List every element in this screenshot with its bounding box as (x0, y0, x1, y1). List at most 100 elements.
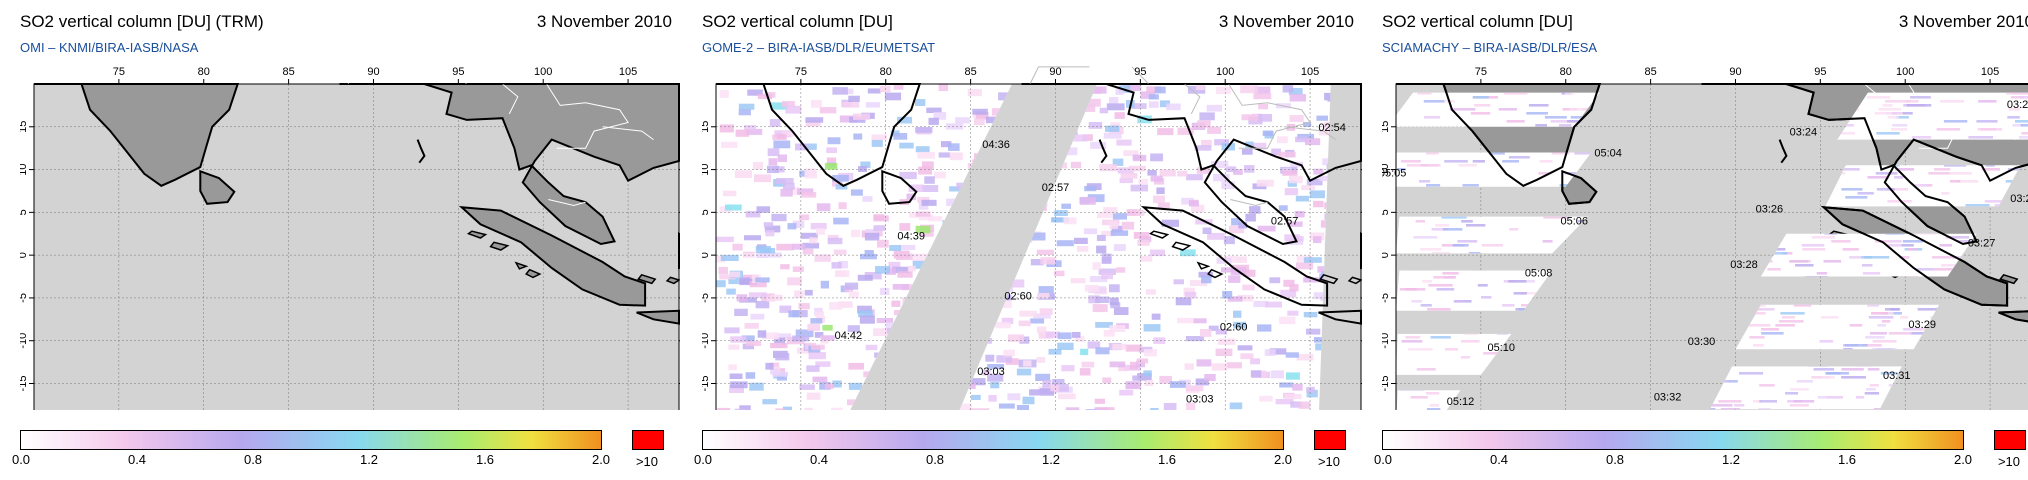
country-border (1811, 66, 1830, 85)
so2-pixel (838, 301, 853, 308)
so2-pixel (1470, 112, 1491, 115)
country-border (1284, 126, 1336, 141)
so2-pixel (1037, 292, 1050, 299)
so2-pixel (1118, 364, 1128, 372)
y-tick-label-left: 10 (702, 163, 711, 175)
so2-pixel (1136, 358, 1149, 364)
so2-pixel (1198, 271, 1213, 278)
colorbar-label: 0.0 (1373, 452, 1393, 467)
so2-pixel (1831, 240, 1851, 243)
so2-pixel (1753, 400, 1763, 403)
so2-pixel (1052, 379, 1065, 385)
so2-pixel (1115, 87, 1125, 95)
so2-pixel (799, 214, 810, 221)
country-border (548, 199, 586, 207)
so2-pixel (728, 364, 737, 371)
so2-pixel (1416, 368, 1436, 371)
so2-pixel (1256, 179, 1274, 187)
so2-pixel (842, 102, 860, 108)
panel-source: OMI – KNMI/BIRA-IASB/NASA (20, 40, 199, 55)
so2-pixel (792, 243, 806, 250)
coastline-sumatra (1820, 205, 2009, 307)
so2-pixel (893, 133, 908, 140)
so2-pixel (1857, 192, 1874, 195)
so2-pixel (1313, 200, 1324, 208)
so2-pixel (1866, 388, 1876, 391)
so2-pixel (774, 333, 792, 340)
so2-pixel (879, 85, 891, 93)
so2-pixel (889, 245, 901, 251)
so2-pixel (757, 330, 767, 338)
so2-pixel (1114, 112, 1125, 119)
so2-pixel (1400, 160, 1421, 163)
so2-pixel (1819, 340, 1834, 343)
so2-pixel (1138, 179, 1148, 185)
so2-pixel (1149, 101, 1159, 108)
so2-pixel (1229, 402, 1243, 410)
colorbar-label: 0.8 (1605, 452, 1625, 467)
so2-pixel (1123, 84, 1142, 91)
so2-pixel (862, 196, 873, 202)
so2-pixel (1207, 126, 1221, 134)
so2-pixel (2008, 108, 2020, 111)
so2-pixel (1947, 236, 1970, 239)
so2-pixel (716, 255, 726, 263)
so2-pixel (1461, 220, 1473, 223)
so2-pixel (1502, 160, 1519, 163)
colorbar-label: 2.0 (1273, 452, 1293, 467)
country-border (1131, 66, 1150, 85)
so2-pixel (833, 217, 849, 225)
so2-pixel (1196, 359, 1212, 367)
so2-pixel (995, 321, 1011, 329)
so2-pixel (848, 95, 860, 102)
so2-pixel (1211, 363, 1228, 371)
so2-pixel (838, 261, 848, 269)
so2-pixel (1098, 268, 1116, 275)
so2-pixel (1941, 264, 1963, 267)
so2-pixel (1303, 312, 1318, 318)
so2-pixel (814, 332, 824, 338)
so2-pixel (1157, 202, 1170, 211)
so2-pixel (749, 382, 764, 391)
y-tick-label-left: -5 (702, 293, 711, 303)
so2-pixel (1084, 228, 1098, 235)
so2-pixel (918, 166, 932, 175)
so2-pixel (1144, 380, 1154, 386)
so2-pixel (946, 198, 957, 206)
so2-pixel (957, 403, 972, 410)
so2-pixel (725, 204, 742, 211)
orbit-time-label: 03:29 (1908, 319, 1936, 331)
island (514, 261, 529, 270)
so2-pixel (1023, 360, 1032, 367)
so2-pixel (719, 274, 736, 280)
so2-pixel (1887, 116, 1899, 119)
so2-pixel (1128, 165, 1146, 172)
colorbar-label: 1.2 (359, 452, 379, 467)
so2-pixel (1279, 382, 1293, 388)
so2-pixel (1045, 331, 1060, 338)
island-coast (1196, 261, 1211, 270)
so2-pixel (829, 302, 843, 310)
so2-pixel (969, 408, 981, 410)
so2-pixel (1296, 353, 1314, 361)
so2-pixel (1855, 396, 1865, 399)
so2-pixel (1186, 174, 1203, 181)
so2-pixel (1008, 279, 1025, 288)
so2-pixel (1436, 288, 1455, 291)
so2-pixel (1052, 217, 1069, 223)
so2-pixel (858, 166, 868, 172)
so2-pixel (1432, 252, 1450, 255)
so2-pixel (1542, 240, 1553, 243)
so2-pixel (811, 344, 825, 350)
so2-pixel (1405, 336, 1421, 339)
so2-pixel (1058, 393, 1076, 400)
so2-pixel (745, 211, 761, 218)
so2-pixel (2007, 116, 2020, 119)
so2-pixel (1426, 184, 1441, 187)
so2-pixel (1574, 152, 1595, 155)
orbit-time-label: 03:25 (2010, 193, 2028, 205)
coastline-srilanka (881, 169, 918, 205)
so2-pixel (1109, 361, 1126, 368)
so2-pixel (746, 340, 762, 346)
so2-pixel (1718, 400, 1742, 403)
